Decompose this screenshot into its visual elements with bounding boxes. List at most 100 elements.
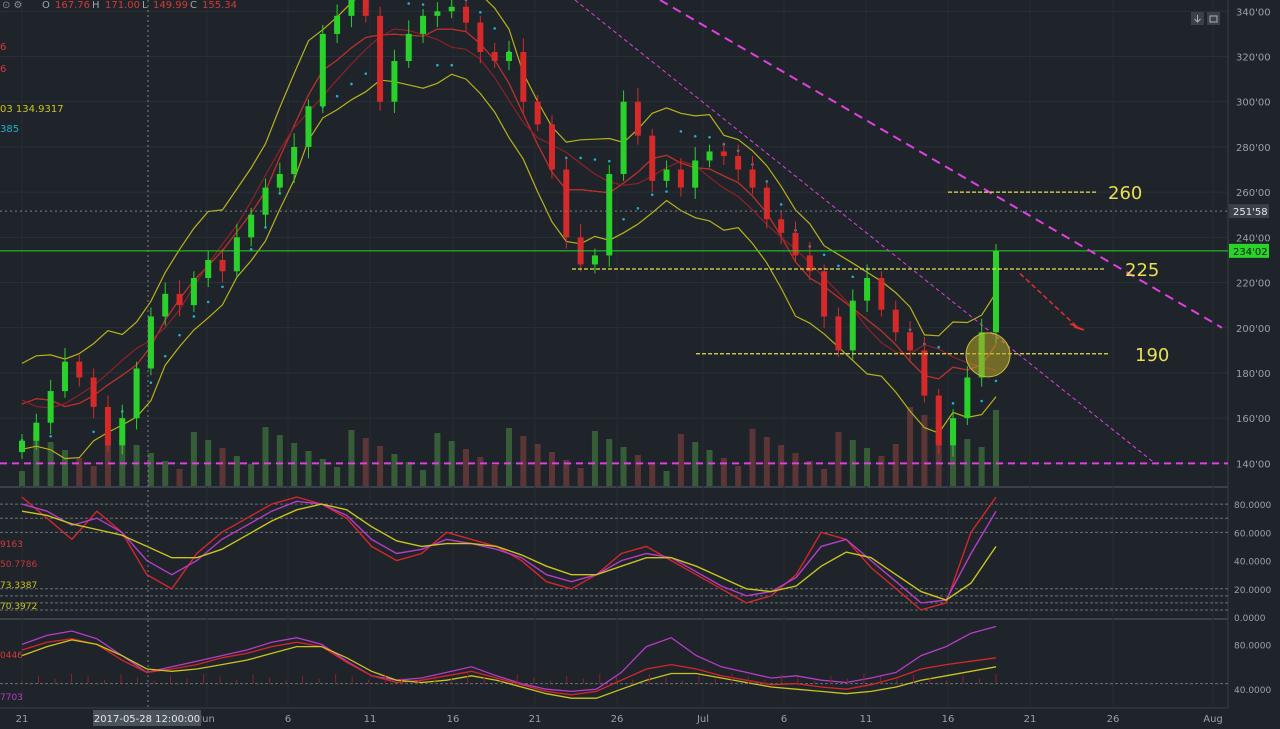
psar-dot [564,156,568,160]
price-tick-label: 160'00 [1236,414,1271,425]
volume-bar [878,456,885,486]
low-value: 149.99 [153,0,188,11]
stoch-tick-label: 60.0000 [1234,529,1271,539]
candle-body [878,278,885,310]
psar-dot [364,72,368,75]
time-tick-label: 16 [447,714,460,725]
price-indicators [20,0,998,460]
psar-dot [994,379,998,383]
candle-body [405,33,412,62]
price-badge [1229,204,1269,219]
projection-arrow-head [1069,323,1085,331]
volume-bar [964,439,971,486]
volume-bar [276,435,283,486]
candle-body [219,259,226,272]
volume-bar [448,441,455,486]
drawings-layer[interactable]: 260 225 190 [0,0,1228,465]
psar-dot [951,402,955,405]
volume-bar [720,458,727,486]
volume-bar [706,450,713,486]
volume-bar [248,464,255,486]
resistance-trendline [659,0,1223,329]
osc-tick-label: 80.0000 [1234,641,1271,651]
psar-dot [779,203,783,206]
header-icons[interactable]: ⊙ ⚙ [2,0,23,11]
stochastic-panel[interactable] [0,496,1228,611]
high-label: H [92,0,100,11]
volume-bar [506,428,512,486]
candle-body [291,146,298,175]
stoch-tick-label: 40.0000 [1234,558,1271,568]
candle-body [663,169,670,181]
volume-bar [162,461,169,486]
volume-bar [892,444,899,486]
candle-body [162,293,169,317]
volume-bar [491,465,498,486]
volume-bar [362,438,369,486]
candle-body [864,278,871,301]
psar-dot [636,206,640,210]
psar-dot [822,253,826,257]
volume-bar [864,448,871,486]
candle-body [76,361,83,378]
time-tick-label: 21 [529,714,542,725]
open-value: 167.76 [55,0,90,11]
candle-body [735,155,742,170]
price-tick-label: 220'00 [1236,279,1271,290]
stoch-tick-label: 20.0000 [1234,586,1271,596]
stoch-series-line [21,503,997,601]
volume-bar [434,433,441,486]
volume-bar [391,454,398,486]
psar-dot [264,226,267,229]
oscillator-panel[interactable] [0,625,1228,699]
bollinger-lower-line [21,73,997,460]
volume-bar [577,468,584,486]
psar-dot [92,430,95,434]
candle-body [792,232,799,256]
psar-dot [493,27,496,30]
psar-dot [579,156,582,160]
osc-value-1: 0446 [0,651,23,661]
volume-bar [463,449,470,486]
camera-icon[interactable] [1207,12,1220,25]
candle-body [720,151,727,156]
volume-bars [19,407,999,486]
candle-body [534,101,541,125]
volume-bar [921,415,928,486]
candle-body [477,22,484,52]
volume-bar [634,455,641,486]
legend-value-1: 6 [0,42,6,53]
psar-dot [937,345,941,349]
volume-bar [763,437,770,486]
candle-body [964,377,971,419]
price-tick-label: 240'00 [1236,233,1271,244]
psar-dot [421,3,425,6]
level-label-190: 190 [1135,345,1169,366]
price-tick-label: 180'00 [1236,369,1271,380]
psar-dot [436,63,439,67]
stoch-value-1: 9163 [0,540,23,550]
volume-bar [692,442,699,486]
osc-tick-label: 40.0000 [1234,686,1271,696]
candle-body [305,106,312,147]
candle-body [61,361,68,392]
price-tick-label: 340'00 [1236,7,1271,18]
volume-bar [993,410,999,486]
volume-bar [334,467,341,486]
psar-dot [607,159,611,163]
candle-body [248,214,255,238]
top-right-toolbar[interactable] [1191,12,1220,25]
psar-dot [837,264,840,268]
psar-dot [49,434,52,438]
osc-series-line [21,625,997,693]
candle-body [420,15,427,34]
volume-bar [104,429,111,486]
time-tick-label: 26 [1107,714,1120,725]
candle-body [806,255,813,272]
indicator-legend: 6 6 03 134.9317 385 9163 50.7786 73.3387… [0,42,64,703]
candlestick-series[interactable] [19,0,999,459]
high-value: 171.00 [105,0,140,11]
candle-body [348,0,355,16]
